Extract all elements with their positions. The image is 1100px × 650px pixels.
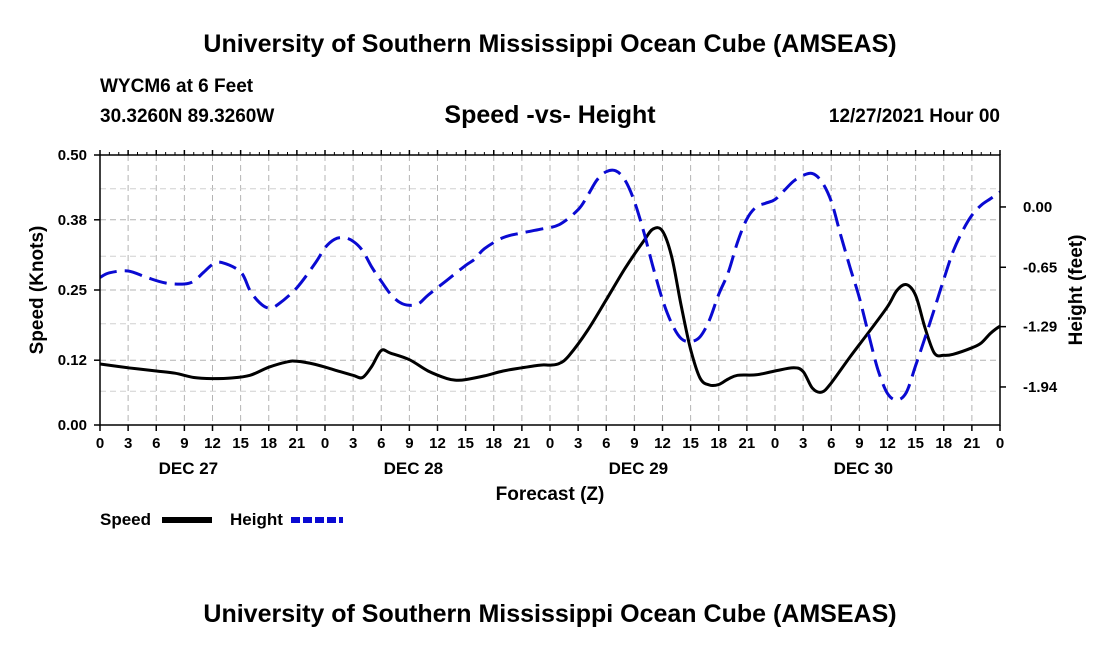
x-tick-label: 9 bbox=[405, 435, 413, 452]
y-right-tick-label: -0.65 bbox=[1023, 259, 1057, 276]
x-tick-label: 15 bbox=[682, 435, 699, 452]
legend-speed-swatch bbox=[162, 517, 212, 523]
x-tick-label: 3 bbox=[574, 435, 582, 452]
x-tick-label: 0 bbox=[996, 435, 1004, 452]
x-tick-label: 0 bbox=[771, 435, 779, 452]
footer-title: University of Southern Mississippi Ocean… bbox=[203, 600, 897, 628]
x-tick-label: 9 bbox=[855, 435, 863, 452]
chart-subtitle: Speed -vs- Height bbox=[444, 101, 656, 129]
x-tick-label: 12 bbox=[429, 435, 446, 452]
x-tick-label: 18 bbox=[935, 435, 952, 452]
coordinates-label: 30.3260N 89.3260W bbox=[100, 106, 275, 127]
x-tick-label: 9 bbox=[180, 435, 188, 452]
x-tick-label: 21 bbox=[289, 435, 306, 452]
y-left-tick-label: 0.12 bbox=[58, 352, 87, 369]
x-tick-label: 12 bbox=[654, 435, 671, 452]
x-tick-label: 18 bbox=[710, 435, 727, 452]
height-series-line bbox=[100, 168, 1000, 402]
chart-main-title: University of Southern Mississippi Ocean… bbox=[203, 30, 897, 58]
legend-speed-label: Speed bbox=[100, 510, 152, 529]
x-tick-label: 6 bbox=[152, 435, 160, 452]
x-tick-label: 3 bbox=[349, 435, 357, 452]
y-left-axis-title: Speed (Knots) bbox=[27, 226, 48, 355]
y-right-tick-label: -1.29 bbox=[1023, 319, 1057, 336]
day-label: DEC 30 bbox=[834, 459, 894, 478]
x-tick-label: 0 bbox=[96, 435, 104, 452]
day-label: DEC 28 bbox=[384, 459, 444, 478]
y-left-tick-label: 0.25 bbox=[58, 282, 87, 299]
x-tick-label: 9 bbox=[630, 435, 638, 452]
x-tick-label: 18 bbox=[485, 435, 502, 452]
x-tick-label: 21 bbox=[739, 435, 756, 452]
x-tick-label: 18 bbox=[260, 435, 277, 452]
x-tick-label: 0 bbox=[546, 435, 554, 452]
x-tick-label: 12 bbox=[879, 435, 896, 452]
x-tick-label: 3 bbox=[124, 435, 132, 452]
x-tick-label: 6 bbox=[377, 435, 385, 452]
x-tick-label: 12 bbox=[204, 435, 221, 452]
x-tick-label: 15 bbox=[232, 435, 249, 452]
y-left-tick-label: 0.38 bbox=[58, 212, 87, 229]
station-label: WYCM6 at 6 Feet bbox=[100, 76, 254, 97]
x-axis-title: Forecast (Z) bbox=[496, 484, 605, 505]
x-tick-label: 21 bbox=[514, 435, 531, 452]
x-tick-label: 15 bbox=[457, 435, 474, 452]
speed-series-line bbox=[100, 226, 1000, 394]
x-tick-label: 6 bbox=[602, 435, 610, 452]
y-left-tick-label: 0.50 bbox=[58, 147, 87, 164]
y-right-tick-label: -1.94 bbox=[1023, 379, 1058, 396]
x-tick-label: 3 bbox=[799, 435, 807, 452]
day-label: DEC 29 bbox=[609, 459, 669, 478]
y-left-tick-label: 0.00 bbox=[58, 417, 87, 434]
plot-frame bbox=[99, 154, 1001, 426]
y-right-tick-label: 0.00 bbox=[1023, 199, 1052, 216]
x-tick-label: 0 bbox=[321, 435, 329, 452]
x-tick-label: 15 bbox=[907, 435, 924, 452]
day-label: DEC 27 bbox=[159, 459, 219, 478]
x-tick-label: 21 bbox=[964, 435, 981, 452]
x-tick-label: 6 bbox=[827, 435, 835, 452]
forecast-datetime: 12/27/2021 Hour 00 bbox=[828, 106, 1000, 127]
legend-height-swatch bbox=[291, 517, 343, 523]
y-right-axis-title: Height (feet) bbox=[1066, 235, 1087, 346]
legend-height-label: Height bbox=[230, 510, 283, 529]
